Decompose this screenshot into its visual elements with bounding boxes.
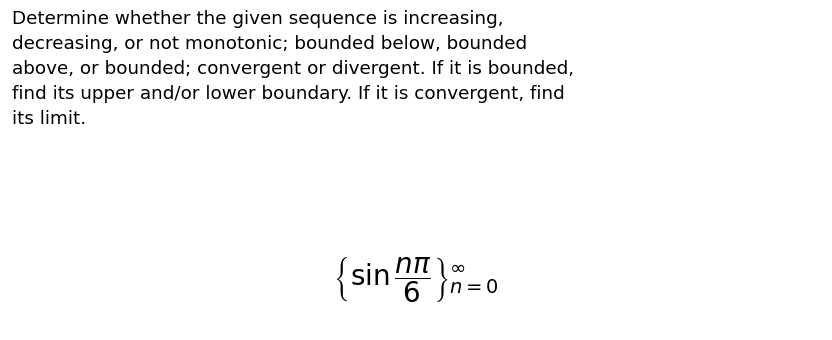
- Text: $\left\{\sin\dfrac{n\pi}{6}\right\}_{n=0}^{\infty}$: $\left\{\sin\dfrac{n\pi}{6}\right\}_{n=0…: [333, 256, 499, 305]
- Text: Determine whether the given sequence is increasing,
decreasing, or not monotonic: Determine whether the given sequence is …: [12, 10, 574, 128]
